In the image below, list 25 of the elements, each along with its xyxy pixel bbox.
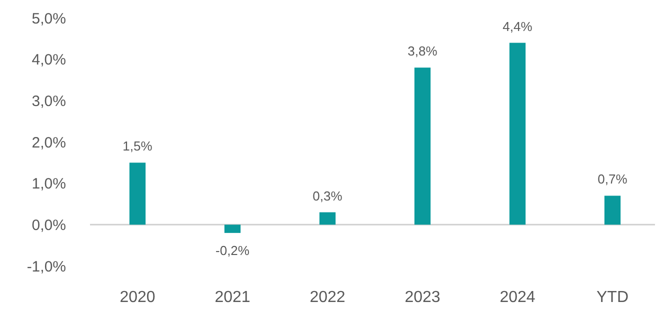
data-label: 3,8% bbox=[408, 44, 438, 59]
y-tick-label: 1,0% bbox=[32, 176, 66, 193]
bar bbox=[414, 68, 431, 225]
bar bbox=[604, 196, 621, 225]
bar bbox=[319, 212, 336, 225]
y-tick-label: 4,0% bbox=[32, 52, 66, 69]
data-label: -0,2% bbox=[216, 242, 250, 258]
bar bbox=[129, 162, 146, 225]
x-tick-label: 2022 bbox=[310, 289, 346, 306]
x-tick-label: 2023 bbox=[404, 289, 440, 306]
x-tick-label: 2020 bbox=[120, 289, 156, 306]
y-tick-label: 0,0% bbox=[32, 216, 66, 234]
data-label: 0,7% bbox=[598, 172, 628, 187]
bar bbox=[509, 42, 526, 225]
y-tick-label: -1,0% bbox=[26, 258, 66, 276]
y-tick-label: 5,0% bbox=[32, 10, 66, 28]
y-tick-label: 2,0% bbox=[32, 134, 66, 152]
y-tick-label: 3,0% bbox=[32, 92, 66, 110]
x-tick-label: 2024 bbox=[500, 289, 536, 306]
data-label: 0,3% bbox=[312, 188, 343, 204]
data-label: 4,4% bbox=[502, 18, 533, 34]
x-tick-label: YTD bbox=[596, 289, 628, 306]
bar bbox=[224, 224, 241, 233]
x-tick-label: 2021 bbox=[214, 289, 250, 306]
data-label: 1,5% bbox=[122, 138, 153, 154]
